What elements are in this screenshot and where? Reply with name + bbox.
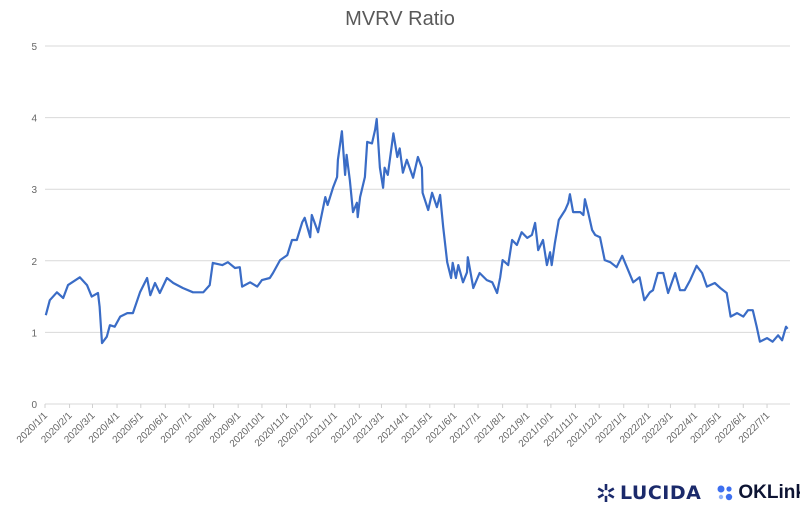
y-axis-ticks: 0 1 2 3 4 5 [31, 42, 37, 411]
y-tick-label: 2 [31, 257, 37, 268]
logos: LUCIDA OKLink [596, 482, 800, 504]
y-tick-label: 4 [31, 114, 37, 125]
lucida-snowflake-icon [597, 484, 615, 502]
y-tick-label: 5 [31, 42, 37, 53]
gridlines [45, 45, 790, 405]
oklink-dots-icon [717, 485, 733, 501]
y-tick-label: 0 [31, 400, 37, 411]
oklink-wordmark: OKLink [738, 482, 800, 503]
oklink-logo: OKLink [717, 482, 800, 504]
series-line-mvrv [44, 117, 789, 345]
y-tick-label: 3 [31, 185, 37, 196]
chart-title: MVRV Ratio [345, 8, 455, 30]
x-axis-ticks: 2020/1/12020/2/12020/3/12020/4/12020/5/1… [15, 404, 772, 450]
lucida-logo: LUCIDA [596, 482, 701, 504]
y-tick-label: 1 [31, 328, 37, 339]
lucida-wordmark: LUCIDA [620, 482, 702, 504]
